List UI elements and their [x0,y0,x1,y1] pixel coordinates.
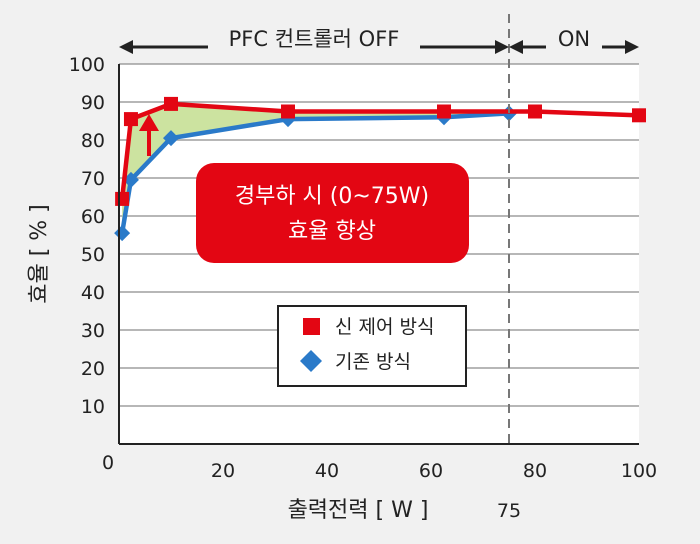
origin-label: 0 [102,452,114,474]
series-layer [114,96,646,242]
y-axis-title: 효율 [ % ] [27,204,52,304]
y-tick-30: 30 [81,320,105,342]
y-tick-90: 90 [81,92,105,114]
band-arrowhead-left-off [119,40,133,54]
x-axis-title: 출력전력 [ W ] [288,498,429,523]
x-tick-100: 100 [621,460,657,482]
y-tick-60: 60 [81,206,105,228]
tick-labels: 10 20 30 40 50 60 70 80 90 100 20 40 60 80 100 [69,54,657,482]
point-new-method-2 [164,96,178,111]
x-tick-80: 80 [523,460,547,482]
band-label-off: PFC 컨트롤러 OFF [229,27,400,51]
y-tick-70: 70 [81,168,105,190]
legend-label-old-method: 기존 방식 [335,351,411,373]
series-line-old-method [119,111,510,234]
point-new-method-3 [281,104,295,119]
band-arrows: PFC 컨트롤러 OFF ON [119,27,639,55]
legend: 신 제어 방식 기존 방식 [277,305,467,387]
improvement-area [122,103,510,234]
improvement-arrow [139,114,159,156]
x-tick-60: 60 [419,460,443,482]
point-old-method-2 [163,130,179,147]
point-new-method-0 [115,191,130,206]
y-tick-10: 10 [81,396,105,418]
x-tick-20: 20 [211,460,235,482]
point-new-method-4 [437,104,451,119]
improvement-fill [122,103,510,234]
callout-line-2: 효율 향상 [288,219,376,244]
point-old-method-1 [122,171,139,188]
band-arrowhead-left-on [509,40,523,54]
point-new-method-6 [632,108,646,123]
legend-label-new-method: 신 제어 방식 [335,316,434,338]
x-tick-40: 40 [315,460,339,482]
point-new-method-5 [528,104,542,119]
threshold-75w-label: 75 [497,500,521,522]
y-tick-20: 20 [81,358,105,380]
y-tick-100: 100 [69,54,105,76]
band-label-on: ON [558,27,590,51]
legend-marker-old-method [300,350,322,372]
band-label-bg-on [546,27,602,55]
band-label-bg-off [208,27,420,55]
band-arrowhead-right-on [625,40,639,54]
callout-line-1: 경부하 시 (0~75W) [235,184,429,209]
legend-marker-new-method [303,318,320,335]
y-tick-40: 40 [81,282,105,304]
callout-box: 경부하 시 (0~75W) 효율 향상 [196,163,469,263]
y-tick-80: 80 [81,130,105,152]
y-tick-50: 50 [81,244,105,266]
band-arrowhead-right-off [495,40,509,54]
point-new-method-1 [123,112,138,127]
